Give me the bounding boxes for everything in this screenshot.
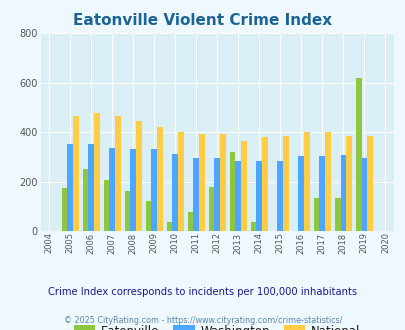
Bar xyxy=(166,222,172,231)
Bar xyxy=(298,156,303,231)
Bar xyxy=(151,149,157,231)
Bar xyxy=(241,141,246,231)
Bar xyxy=(82,169,88,231)
Bar xyxy=(115,116,120,231)
Bar xyxy=(198,135,204,231)
Bar xyxy=(94,114,99,231)
Bar xyxy=(214,158,220,231)
Bar xyxy=(282,136,288,231)
Text: Crime Index corresponds to incidents per 100,000 inhabitants: Crime Index corresponds to incidents per… xyxy=(48,287,357,297)
Bar xyxy=(67,145,72,231)
Bar xyxy=(250,222,256,231)
Bar xyxy=(366,136,372,231)
Bar xyxy=(136,121,141,231)
Bar xyxy=(88,145,94,231)
Bar xyxy=(229,152,235,231)
Text: Eatonville Violent Crime Index: Eatonville Violent Crime Index xyxy=(73,13,332,28)
Bar xyxy=(319,156,324,231)
Bar xyxy=(313,198,319,231)
Bar xyxy=(187,213,193,231)
Bar xyxy=(361,158,366,231)
Bar xyxy=(193,158,198,231)
Bar xyxy=(72,116,78,231)
Bar xyxy=(220,135,225,231)
Bar xyxy=(62,188,67,231)
Bar xyxy=(324,132,330,231)
Bar xyxy=(157,127,162,231)
Bar xyxy=(130,149,136,231)
Bar xyxy=(345,136,351,231)
Bar xyxy=(256,161,262,231)
Bar xyxy=(355,78,361,231)
Bar xyxy=(340,155,345,231)
Bar xyxy=(124,191,130,231)
Bar xyxy=(334,198,340,231)
Bar xyxy=(145,201,151,231)
Bar xyxy=(172,154,177,231)
Bar xyxy=(262,137,267,231)
Bar xyxy=(208,187,214,231)
Bar xyxy=(177,132,183,231)
Bar xyxy=(103,180,109,231)
Bar xyxy=(235,161,241,231)
Bar xyxy=(303,132,309,231)
Legend: Eatonville, Washington, National: Eatonville, Washington, National xyxy=(69,320,364,330)
Text: © 2025 CityRating.com - https://www.cityrating.com/crime-statistics/: © 2025 CityRating.com - https://www.city… xyxy=(64,315,341,325)
Bar xyxy=(277,161,282,231)
Bar xyxy=(109,148,115,231)
